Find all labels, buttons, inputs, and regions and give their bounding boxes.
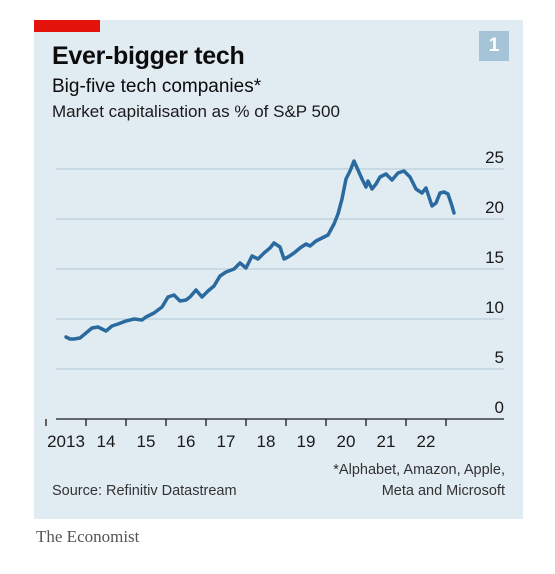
x-tick-label: 2013: [47, 432, 85, 451]
chart-subtitle: Big-five tech companies*: [52, 76, 262, 97]
chart-card: Ever-bigger tech Big-five tech companies…: [34, 20, 523, 519]
y-tick-label: 15: [485, 248, 504, 267]
publisher-brand: The Economist: [36, 527, 140, 546]
source-note: Source: Refinitiv Datastream: [52, 483, 237, 499]
x-tick-label: 18: [257, 432, 276, 451]
line-chart: 0 5 10 15 20 25 2013 14 15 16 17 18 19 20 21 22: [45, 148, 504, 451]
footnote-line-2: Meta and Microsoft: [381, 483, 505, 499]
x-tick-label: 17: [217, 432, 236, 451]
y-tick-label: 10: [485, 298, 504, 317]
x-axis: 2013 14 15 16 17 18 19 20 21 22: [45, 418, 504, 451]
footnote-line-1: *Alphabet, Amazon, Apple,: [333, 462, 505, 478]
chart-title: Ever-bigger tech: [52, 42, 245, 70]
y-tick-label: 0: [495, 398, 504, 417]
x-tick-label: 14: [97, 432, 116, 451]
x-tick-label: 20: [337, 432, 356, 451]
x-tick-label: 19: [297, 432, 316, 451]
x-tick-label: 21: [377, 432, 396, 451]
x-tick-label: 22: [417, 432, 436, 451]
chart-unit-label: Market capitalisation as % of S&P 500: [52, 102, 340, 121]
x-tick-label: 15: [137, 432, 156, 451]
y-tick-label: 20: [485, 198, 504, 217]
y-tick-label: 5: [495, 348, 504, 367]
red-brand-tag: [34, 20, 100, 32]
y-tick-label: 25: [485, 148, 504, 167]
y-axis-labels: 0 5 10 15 20 25: [485, 148, 504, 417]
series-line-big-five: [64, 159, 456, 341]
x-tick-label: 16: [177, 432, 196, 451]
footnote: *Alphabet, Amazon, Apple, Meta and Micro…: [333, 460, 505, 502]
series-layer: [64, 159, 456, 341]
chart-number-badge: 1: [479, 31, 509, 61]
